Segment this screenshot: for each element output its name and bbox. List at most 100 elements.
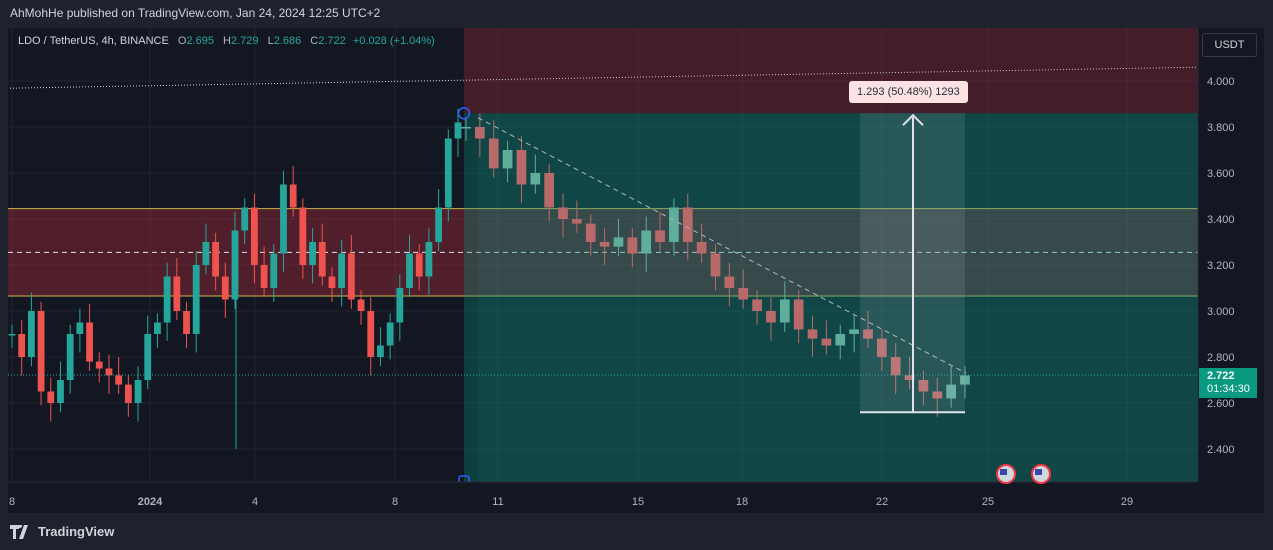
candle-body xyxy=(318,242,326,277)
candle-body xyxy=(357,299,365,311)
candle-body xyxy=(328,276,336,288)
candles xyxy=(8,108,970,449)
candle-body xyxy=(558,207,568,219)
candle-body xyxy=(260,265,268,288)
candle-body xyxy=(8,334,16,336)
candle-body xyxy=(57,380,64,403)
candle-body xyxy=(946,384,956,399)
tradingview-logo[interactable]: TradingView xyxy=(10,524,114,539)
candle-body xyxy=(710,253,721,277)
time-axis[interactable]: 8 2024 4 8 11 15 18 22 25 29 xyxy=(8,481,1198,508)
candle-body xyxy=(863,329,873,339)
x-tick-label: 8 xyxy=(9,496,15,508)
candle-body xyxy=(241,207,249,231)
us-flag-icon[interactable] xyxy=(1031,464,1051,484)
candle-body xyxy=(627,237,638,254)
candle-body xyxy=(115,375,123,385)
candle-body xyxy=(18,334,26,357)
last-price: 2.722 xyxy=(1207,370,1235,382)
price-axis[interactable]: 4.000 3.800 3.600 3.400 3.200 3.000 2.800 2.600… xyxy=(1197,28,1235,482)
candle-body xyxy=(27,311,35,357)
candle-body xyxy=(890,357,901,376)
currency-button[interactable]: USDT xyxy=(1202,33,1257,57)
x-tick-label: 18 xyxy=(736,496,748,508)
target-zone xyxy=(464,28,1198,114)
x-tick-label: 15 xyxy=(632,496,644,508)
candle-body xyxy=(347,253,355,300)
y-tick-label: 4.000 xyxy=(1207,76,1235,88)
brand-name: TradingView xyxy=(38,524,115,539)
open-value: 2.695 xyxy=(186,35,214,47)
measure-arrow-head xyxy=(902,113,924,126)
y-tick-label: 3.600 xyxy=(1207,168,1235,180)
candle-body xyxy=(682,207,693,242)
candle-body xyxy=(849,329,859,334)
candle-body xyxy=(435,207,443,242)
anchor-handle xyxy=(458,475,470,482)
candle-body xyxy=(766,311,776,323)
candle-body xyxy=(835,334,846,346)
y-tick-label: 3.200 xyxy=(1207,260,1235,272)
x-tick-label: 4 xyxy=(252,496,258,508)
candle-body xyxy=(454,122,462,139)
candle-body xyxy=(779,299,790,323)
low-value: 2.686 xyxy=(273,35,302,47)
candle-body xyxy=(76,322,84,334)
candle-body xyxy=(134,380,142,403)
candle-body xyxy=(655,230,665,242)
candle-body xyxy=(212,242,220,277)
candle-body xyxy=(202,242,210,265)
candle-body xyxy=(425,242,433,277)
candle-body xyxy=(821,338,832,346)
anchor-handle xyxy=(457,106,471,120)
candle-body xyxy=(270,253,278,288)
candle-body xyxy=(289,184,297,208)
candle-body xyxy=(250,207,258,265)
candle-body xyxy=(904,375,915,380)
x-tick-label: 2024 xyxy=(138,496,163,508)
candle-body xyxy=(585,223,596,242)
candle-body xyxy=(613,237,624,247)
zones xyxy=(8,28,1198,482)
candle-body xyxy=(406,253,413,288)
candle-body xyxy=(932,391,943,399)
candle-body xyxy=(475,127,485,139)
candle-body xyxy=(544,173,555,208)
last-price-tag: 2.722 01:34:30 xyxy=(1199,368,1257,398)
top-bar: AhMohHe published on TradingView.com, Ja… xyxy=(0,0,1273,28)
trend-line xyxy=(477,117,967,374)
candle-body xyxy=(461,127,471,129)
candle-body xyxy=(47,391,55,403)
candle-body xyxy=(86,322,93,362)
y-tick-label: 3.800 xyxy=(1207,122,1235,134)
y-tick-label: 2.400 xyxy=(1207,444,1235,456)
drawings[interactable] xyxy=(8,66,1198,486)
low-label: L xyxy=(267,35,274,47)
x-tick-label: 22 xyxy=(876,496,888,508)
footer xyxy=(0,517,1273,550)
candle-body xyxy=(37,311,45,392)
candle-body xyxy=(572,219,582,224)
candle-body xyxy=(960,375,970,385)
symbol-name[interactable]: LDO / TetherUS, 4h, BINANCE xyxy=(18,35,169,47)
candle-body xyxy=(516,150,527,185)
us-flag-icon[interactable] xyxy=(996,464,1016,484)
candle-body xyxy=(192,265,200,334)
long-position-highlight xyxy=(478,113,1198,482)
candle-body xyxy=(752,299,762,311)
candle-body xyxy=(280,184,287,254)
bar-countdown: 01:34:30 xyxy=(1207,383,1250,395)
x-tick-label: 25 xyxy=(982,496,994,508)
candle-body xyxy=(163,276,171,323)
candle-body xyxy=(807,329,818,339)
previous-high-line xyxy=(9,66,1198,89)
candle-body xyxy=(221,276,229,300)
candle-body xyxy=(367,311,375,357)
published-info: AhMohHe published on TradingView.com, Ja… xyxy=(10,6,381,20)
candle-body xyxy=(876,338,887,357)
candle-body xyxy=(124,384,132,403)
high-value: 2.729 xyxy=(230,35,259,47)
candle-body xyxy=(396,288,404,323)
candle-body xyxy=(530,173,541,185)
